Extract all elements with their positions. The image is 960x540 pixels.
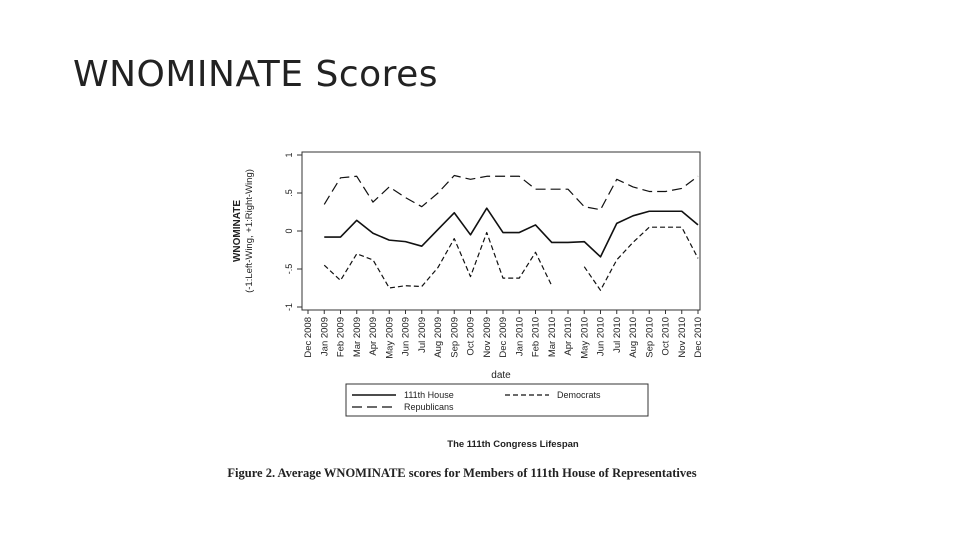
x-tick-label: Feb 2010 xyxy=(531,317,542,357)
slide-title: WNOMINATE Scores xyxy=(73,54,439,95)
legend-label: Republicans xyxy=(404,402,454,412)
legend-label: 111th House xyxy=(404,390,454,400)
x-tick-label: Oct 2009 xyxy=(466,317,477,356)
x-tick-label: Dec 2009 xyxy=(498,317,509,358)
x-tick-label: Aug 2010 xyxy=(628,317,639,358)
chart-legend: 111th House Democrats Republicans xyxy=(345,383,649,417)
x-tick-label: Jan 2010 xyxy=(514,317,525,356)
x-tick-label: May 2009 xyxy=(384,317,395,359)
y-axis-subtitle: (-1:Left-Wing, +1:Right-Wing) xyxy=(244,169,255,293)
x-tick-label: Apr 2009 xyxy=(368,317,379,356)
legend-label: Democrats xyxy=(557,390,601,400)
x-tick-label: Nov 2009 xyxy=(482,317,493,358)
x-tick-label: Mar 2009 xyxy=(352,317,363,357)
x-tick-label: Dec 2010 xyxy=(693,317,704,358)
y-axis-title: WNOMINATE xyxy=(232,200,243,262)
x-tick-label: Nov 2010 xyxy=(677,317,688,358)
x-tick-label: Mar 2010 xyxy=(547,317,558,357)
x-tick-label: May 2010 xyxy=(579,317,590,359)
x-tick-label: Jul 2009 xyxy=(417,317,428,353)
x-tick-label: Jun 2010 xyxy=(596,317,607,356)
series-line-democrats xyxy=(583,226,699,291)
y-tick-label: 0 xyxy=(284,228,294,233)
chart-subtitle: The 111th Congress Lifespan xyxy=(447,439,579,450)
x-tick-label: Jun 2009 xyxy=(401,317,412,356)
y-tick-label: -.5 xyxy=(284,264,294,275)
legend-box xyxy=(345,383,649,417)
x-tick-label: Feb 2009 xyxy=(336,317,347,357)
x-tick-label: Oct 2010 xyxy=(661,317,672,356)
x-tick-label: Dec 2008 xyxy=(303,317,314,358)
x-tick-label: Apr 2010 xyxy=(563,317,574,356)
x-tick-label: Aug 2009 xyxy=(433,317,444,358)
chart-axes xyxy=(297,151,701,314)
y-tick-label: 1 xyxy=(284,152,294,157)
x-tick-label: Jan 2009 xyxy=(319,317,330,356)
y-tick-label: .5 xyxy=(284,189,294,197)
y-tick-label: -1 xyxy=(284,303,294,311)
series-line-republicans xyxy=(323,174,699,211)
x-tick-label: Sep 2009 xyxy=(449,317,460,358)
x-tick-label: Sep 2010 xyxy=(644,317,655,358)
series-line-democrats xyxy=(323,231,553,289)
chart-series xyxy=(323,174,699,291)
series-line-111th-house xyxy=(324,207,699,258)
figure-caption: Figure 2. Average WNOMINATE scores for M… xyxy=(227,466,697,480)
x-tick-label: Jul 2010 xyxy=(612,317,623,353)
x-axis-title: date xyxy=(491,370,511,381)
chart-labels: -1 -.5 0 .5 1 Dec 2008 Jan 2009 Feb 2009 Mar 200… xyxy=(232,152,704,450)
